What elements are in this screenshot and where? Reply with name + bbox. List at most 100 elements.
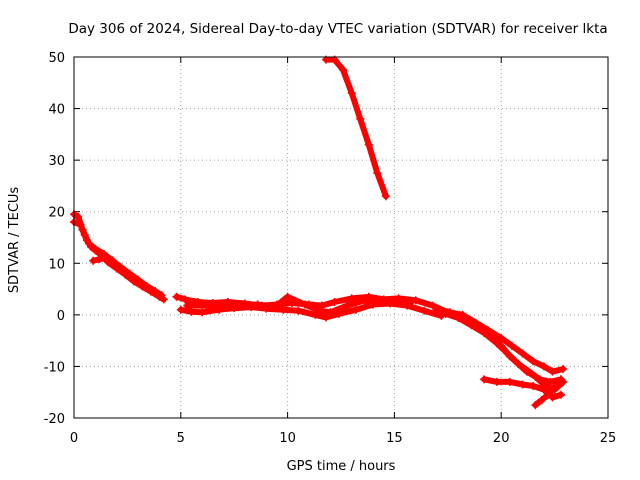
data-point <box>95 255 104 264</box>
data-point <box>270 303 279 312</box>
data-point <box>550 383 559 392</box>
data-point <box>356 114 365 123</box>
data-point <box>74 212 83 221</box>
data-point <box>364 140 373 149</box>
y-axis-label: SDTVAR / TECUs <box>7 187 22 294</box>
data-point <box>505 352 514 361</box>
data-point <box>347 294 356 303</box>
data-point <box>330 297 339 306</box>
data-point <box>492 377 501 386</box>
data-point <box>347 89 356 98</box>
y-tick-label: -20 <box>44 412 65 427</box>
data-point <box>311 310 320 319</box>
series-late-bottom <box>531 375 566 410</box>
y-tick-label: -10 <box>44 360 65 375</box>
x-tick-label: 5 <box>177 431 185 446</box>
data-point <box>390 296 399 305</box>
data-point <box>507 341 516 350</box>
data-point <box>339 65 348 74</box>
data-point <box>428 301 437 310</box>
data-point <box>557 390 566 399</box>
data-point <box>89 256 98 265</box>
y-tick-label: 30 <box>48 154 65 169</box>
tick-labels-layer: 0 5 10 15 20 25 -20 -10 0 10 20 30 40 50 <box>44 51 617 446</box>
data-point <box>187 307 196 316</box>
data-point <box>172 292 181 301</box>
data-point <box>548 393 557 402</box>
data-point <box>557 375 566 384</box>
data-point <box>300 300 309 309</box>
data-point <box>294 306 303 315</box>
series-late-lower <box>480 375 566 402</box>
data-point <box>407 297 416 306</box>
data-point <box>236 301 245 310</box>
data-point <box>351 305 360 314</box>
data-point <box>360 296 369 305</box>
data-point <box>157 291 166 300</box>
data-point <box>142 281 151 290</box>
data-point <box>497 334 506 343</box>
plot-frame <box>73 56 609 419</box>
data-point <box>518 349 527 358</box>
data-point <box>198 308 207 317</box>
chart-title: Day 306 of 2024, Sidereal Day-to-day VTE… <box>68 21 607 37</box>
y-tick-label: 20 <box>48 206 65 221</box>
data-point <box>134 275 143 284</box>
data-point <box>539 385 548 394</box>
data-point <box>537 395 546 404</box>
data-point <box>441 309 450 318</box>
series-trace <box>71 219 165 299</box>
data-point <box>514 359 523 368</box>
data-point <box>480 375 489 384</box>
data-point <box>84 239 93 248</box>
y-tick-label: 40 <box>48 103 65 118</box>
x-tick-label: 25 <box>600 431 617 446</box>
data-point <box>505 377 514 386</box>
data-point <box>373 169 382 178</box>
data-point <box>202 301 211 310</box>
data-point <box>102 254 111 263</box>
data-point <box>544 390 553 399</box>
ticks-layer <box>73 56 609 419</box>
data-point <box>116 263 125 272</box>
data-point <box>91 244 100 253</box>
data-point <box>454 313 463 322</box>
data-point <box>465 317 474 326</box>
data-point <box>559 365 568 374</box>
data-point <box>322 313 331 322</box>
series-trace <box>455 314 567 393</box>
data-point <box>343 301 352 310</box>
y-tick-label: 10 <box>48 257 65 272</box>
data-point <box>108 256 117 265</box>
data-point <box>375 297 384 306</box>
y-tick-label: 0 <box>57 309 65 324</box>
data-point <box>76 220 85 229</box>
data-point <box>279 305 288 314</box>
data-point <box>420 306 429 315</box>
series-afternoon-decline-a <box>433 305 568 376</box>
data-point <box>518 380 527 389</box>
series-trace <box>323 56 389 200</box>
data-point <box>253 300 262 309</box>
x-axis-label: GPS time / hours <box>287 459 396 474</box>
series-early-decline-b <box>70 218 166 300</box>
series-steep-fall <box>322 55 390 201</box>
data-point <box>522 367 531 376</box>
data-point <box>381 192 390 201</box>
data-point <box>497 341 506 350</box>
data-point <box>486 331 495 340</box>
series-layer <box>70 55 568 410</box>
x-tick-label: 15 <box>386 431 403 446</box>
series-midday-flat-c <box>183 292 416 317</box>
data-point <box>80 230 89 239</box>
data-point <box>529 357 538 366</box>
series-early-short <box>89 254 117 265</box>
data-point <box>176 305 185 314</box>
data-point <box>433 305 442 314</box>
data-point <box>151 287 160 296</box>
x-tick-label: 20 <box>493 431 510 446</box>
data-point <box>326 308 335 317</box>
data-point <box>181 295 190 304</box>
data-point <box>531 401 540 410</box>
x-tick-label: 0 <box>70 431 78 446</box>
